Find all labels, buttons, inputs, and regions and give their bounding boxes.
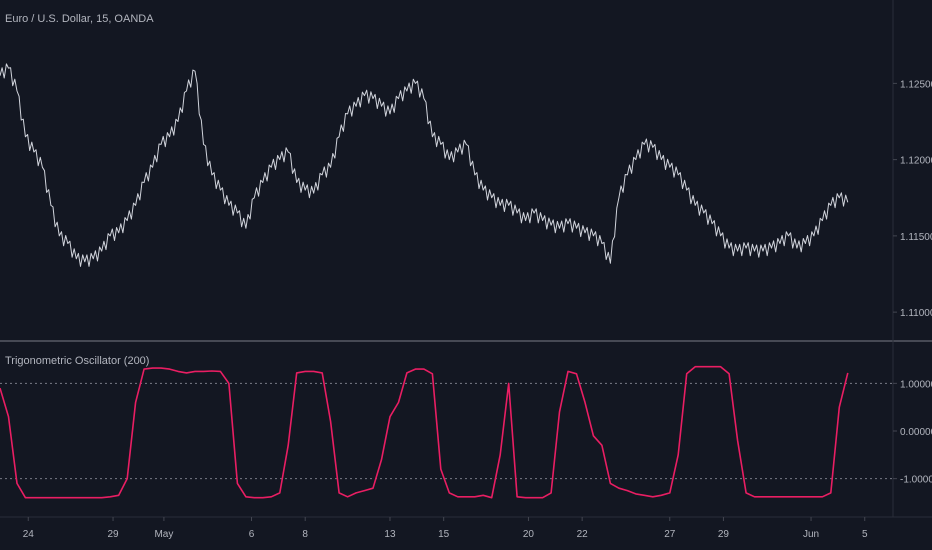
time-axis[interactable]: 24 29 May 6 8 13 15 20 22 27 29 Jun 5 (23, 517, 868, 540)
price-axis[interactable]: 1.12500 1.12000 1.11500 1.11000 (893, 79, 932, 319)
price-pane[interactable] (0, 63, 849, 267)
time-tick-label: 22 (577, 529, 589, 540)
time-tick-label: 15 (438, 529, 450, 540)
time-tick-label: 20 (523, 529, 535, 540)
time-tick-label: 6 (249, 529, 255, 540)
time-tick-label: 5 (862, 529, 868, 540)
time-tick-label: 8 (302, 529, 308, 540)
time-tick-label: May (154, 529, 173, 540)
symbol-title[interactable]: Euro / U.S. Dollar, 15, OANDA (5, 13, 154, 25)
price-tick-label: 1.12000 (900, 156, 932, 167)
price-line (0, 63, 849, 267)
price-tick-label: 1.12500 (900, 79, 932, 90)
price-tick-label: 1.11500 (900, 232, 932, 243)
time-tick-label: 24 (23, 529, 35, 540)
time-tick-label: 13 (384, 529, 396, 540)
price-tick-label: 1.11000 (900, 308, 932, 319)
time-tick-label: Jun (803, 529, 819, 540)
oscillator-line (0, 365, 849, 499)
time-tick-label: 27 (664, 529, 676, 540)
time-tick-label: 29 (107, 529, 119, 540)
oscillator-pane[interactable] (0, 365, 893, 499)
time-tick-label: 29 (718, 529, 730, 540)
oscillator-title[interactable]: Trigonometric Oscillator (200) (5, 355, 149, 367)
